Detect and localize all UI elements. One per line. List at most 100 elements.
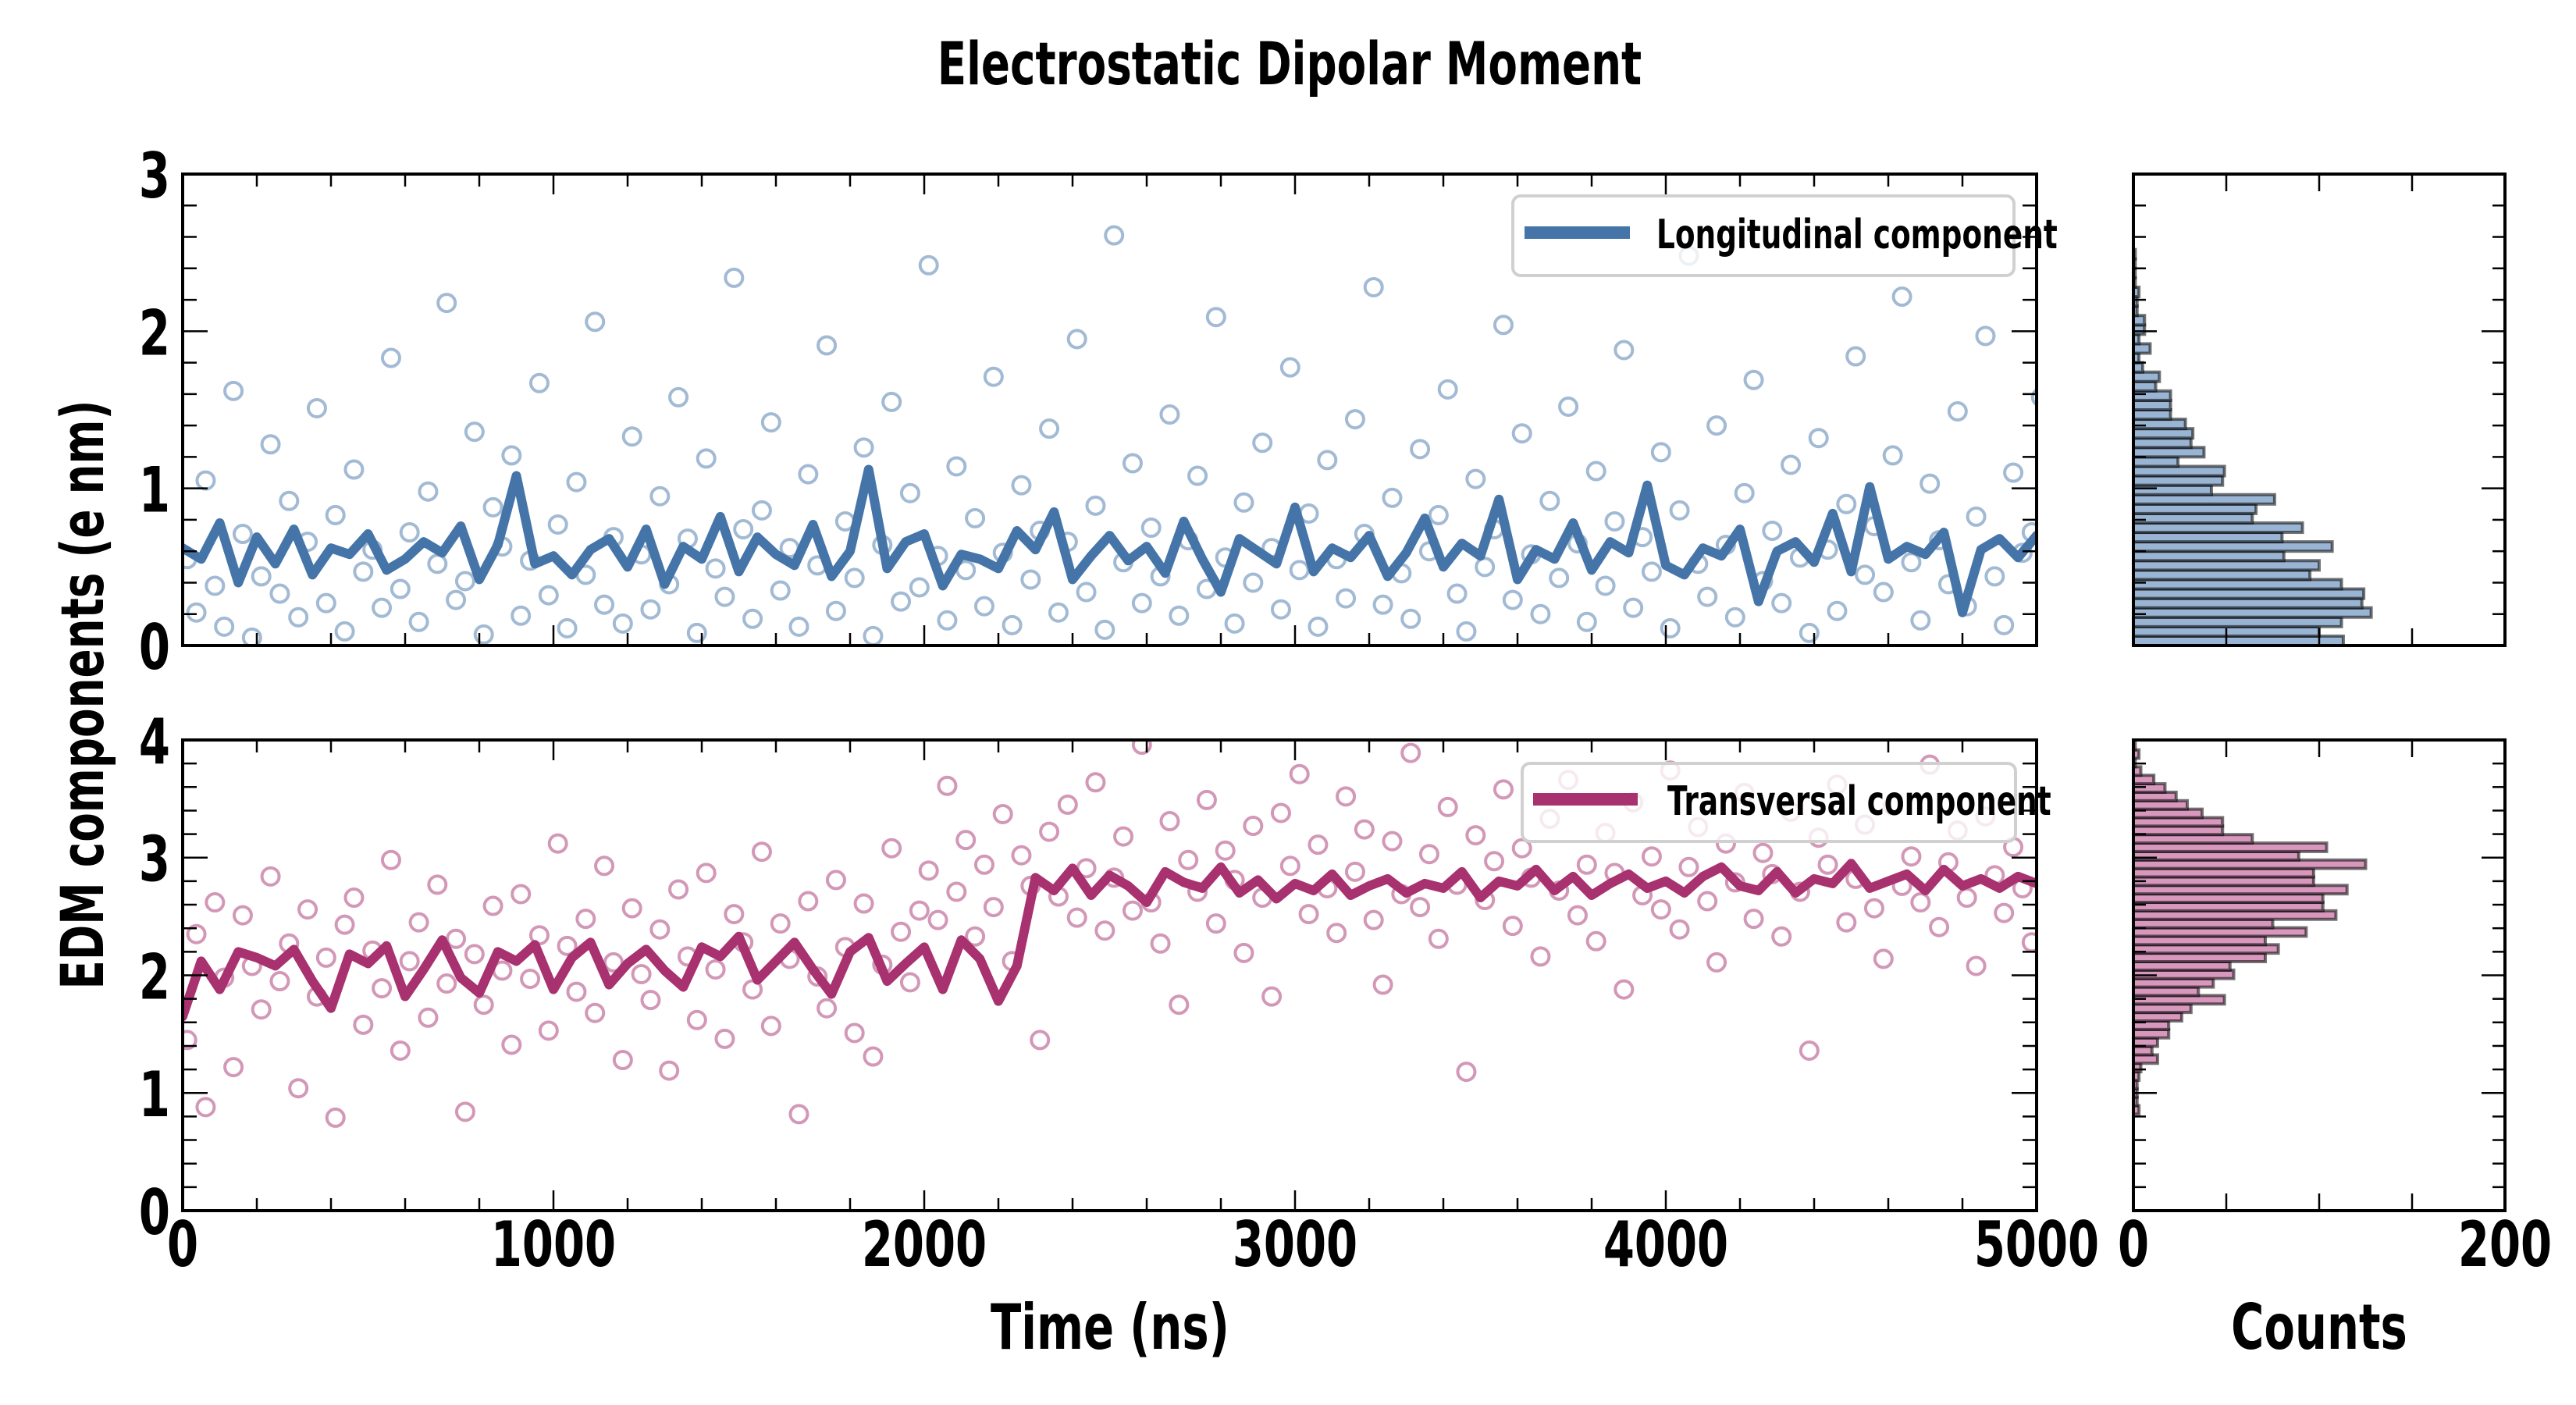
- scatter-point: [742, 979, 763, 1000]
- scatter-point: [1308, 616, 1329, 637]
- scatter-point: [1270, 599, 1291, 620]
- scatter-point: [214, 616, 235, 637]
- scatter-point: [724, 904, 745, 925]
- scatter-point: [1020, 569, 1041, 590]
- y-tick-label: 3: [139, 140, 170, 213]
- scatter-point: [1966, 506, 1987, 527]
- scatter-point: [390, 578, 411, 599]
- scatter-point: [696, 863, 717, 884]
- y-tick-label: 2: [139, 297, 170, 370]
- scatter-point: [705, 558, 726, 579]
- scatter-point: [1159, 404, 1180, 425]
- scatter-point: [297, 899, 318, 920]
- scatter-point: [955, 830, 977, 851]
- scatter-point: [1530, 603, 1551, 624]
- scatter-point: [1279, 855, 1300, 877]
- scatter-point: [1595, 575, 1616, 596]
- scatter-point: [1724, 606, 1745, 628]
- x-tick-label: 4000: [1603, 1209, 1728, 1282]
- scatter-point: [408, 611, 429, 632]
- scatter-point: [973, 596, 994, 617]
- scatter-point: [1650, 899, 1671, 920]
- scatter-point: [454, 1101, 475, 1122]
- scatter-point: [1428, 504, 1449, 525]
- scatter-point: [1446, 583, 1468, 604]
- histogram-bars: [2132, 247, 2373, 647]
- transversal-legend: Transversal component: [1521, 762, 2051, 843]
- scatter-point: [566, 471, 587, 493]
- scatter-point: [427, 553, 448, 574]
- scatter-point: [1901, 846, 1922, 867]
- scatter-point: [918, 254, 939, 276]
- longitudinal-histogram: [2132, 173, 2507, 647]
- scatter-point: [1382, 487, 1403, 508]
- scatter-point: [631, 963, 652, 984]
- scatter-point: [788, 1104, 809, 1125]
- scatter-point: [742, 608, 763, 629]
- scatter-point: [891, 591, 912, 612]
- scatter-point: [1085, 495, 1106, 516]
- scatter-point: [1437, 379, 1458, 400]
- scatter-point: [1817, 854, 1838, 875]
- scatter-point: [760, 1016, 781, 1037]
- y-tick-label: 1: [139, 1059, 170, 1132]
- scatter-point: [1994, 902, 2015, 923]
- scatter-point: [195, 470, 216, 491]
- scatter-point: [1920, 473, 1941, 494]
- scatter-point: [223, 1057, 244, 1078]
- scatter-point: [1576, 611, 1597, 632]
- scatter-point: [1410, 897, 1431, 918]
- scatter-point: [380, 849, 401, 870]
- scatter-point: [436, 973, 457, 994]
- scatter-point: [1863, 898, 1884, 919]
- scatter-point: [501, 445, 522, 466]
- longitudinal-panel: 0 1 2 3 Longitudinal component: [139, 140, 2058, 685]
- scatter-point: [1418, 844, 1439, 865]
- scatter-point: [760, 412, 781, 433]
- scatter-point: [343, 887, 365, 909]
- y-axis-label: EDM components (e nm): [48, 400, 117, 989]
- scatter-point: [863, 1046, 884, 1067]
- scatter-point: [1410, 439, 1431, 460]
- scatter-point: [1372, 974, 1393, 995]
- transversal-panel: 0 1 2 3 4 0 1000 2000 3000 4000 5000 Transversal …: [139, 706, 2099, 1364]
- scatter-point: [482, 496, 503, 518]
- scatter-point: [594, 855, 615, 877]
- x-tick-label: 200: [2458, 1209, 2552, 1282]
- scatter-point: [251, 566, 272, 587]
- scatter-point: [1614, 340, 1635, 361]
- scatter-point: [1669, 919, 1690, 940]
- scatter-point: [446, 928, 467, 949]
- scatter-point: [538, 585, 559, 606]
- scatter-point: [788, 616, 809, 637]
- scatter-point: [186, 923, 207, 944]
- scatter-point: [183, 1030, 197, 1051]
- scatter-point: [1799, 622, 1820, 643]
- scatter-point: [288, 606, 309, 628]
- scatter-point: [418, 481, 439, 502]
- scatter-point: [1437, 796, 1458, 817]
- scatter-point: [798, 464, 819, 485]
- scatter-point: [612, 613, 633, 634]
- scatter-point: [557, 935, 578, 956]
- scatter-point: [1289, 763, 1310, 784]
- scatter-point: [1169, 605, 1190, 626]
- scatter-point: [1511, 838, 1532, 859]
- longitudinal-legend: Longitudinal component: [1511, 194, 2058, 277]
- scatter-point: [315, 947, 336, 968]
- scatter-point: [1011, 845, 1032, 866]
- scatter-point: [1808, 428, 1829, 449]
- scatter-point: [390, 1040, 411, 1061]
- scatter-point: [325, 1107, 346, 1128]
- x-tick-label: 3000: [1233, 1209, 1357, 1282]
- scatter-point: [343, 459, 365, 480]
- scatter-point: [251, 999, 272, 1020]
- y-tick-label: 0: [139, 1177, 170, 1250]
- scatter-point: [1484, 851, 1505, 872]
- scatter-point: [380, 347, 401, 368]
- scatter-point: [946, 881, 967, 902]
- scatter-point: [965, 926, 986, 947]
- transversal-xtick-labels: 0 1000 2000 3000 4000 5000: [167, 1209, 2099, 1282]
- scatter-point: [520, 969, 541, 990]
- scatter-point: [1298, 904, 1319, 925]
